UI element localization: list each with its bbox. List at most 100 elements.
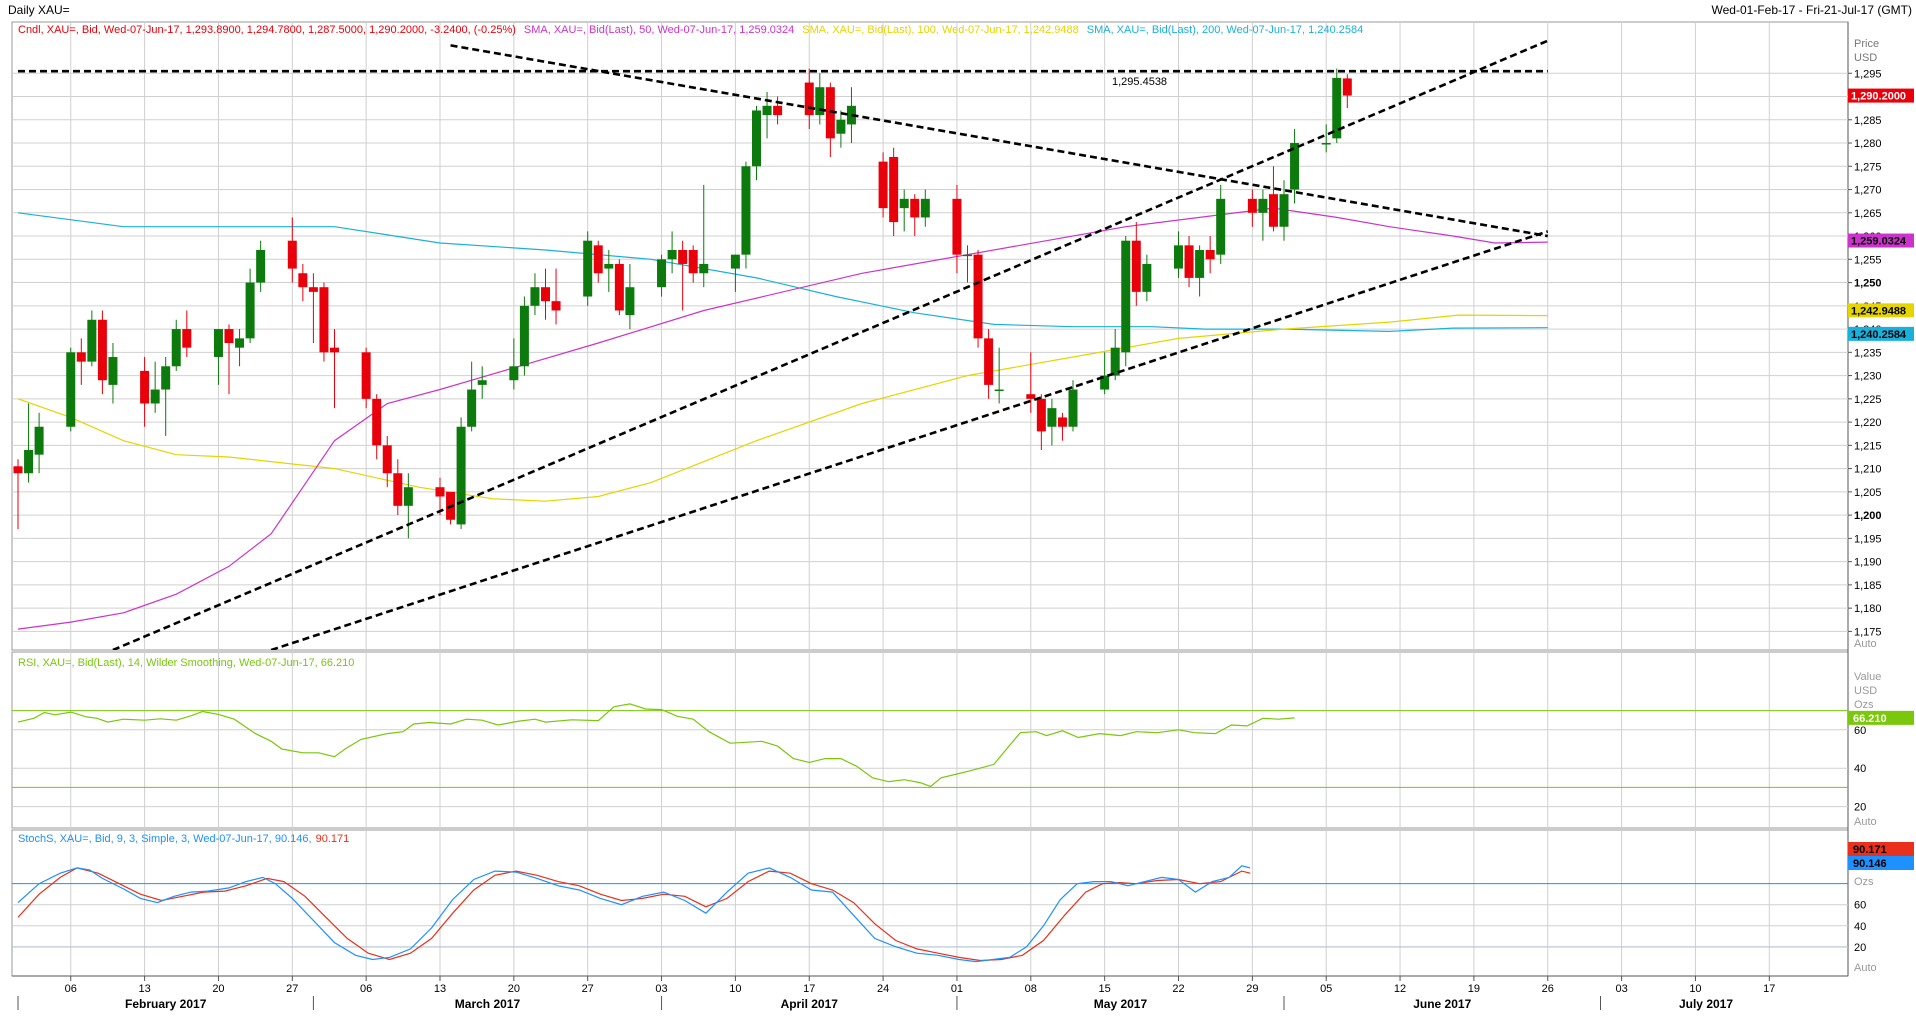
candle-body [1047,408,1057,427]
candle-body [87,319,97,362]
x-tick-label: 03 [655,983,667,995]
last-value-label: 1,242.9488 [1851,305,1906,317]
candle-body [1342,78,1352,96]
candle-body [1279,194,1289,227]
x-tick-label: 20 [508,983,520,995]
candle-body [678,250,688,264]
candle-body [224,329,234,344]
candle-body [456,426,466,525]
stoch-tick-label: 60 [1854,900,1866,912]
x-axis: 06 13 20 27 06 13 20 27 03 10 17 24 01 08 15 22 29 05 12 19… [12,975,1848,1011]
candle-body [952,198,962,255]
rsi-panel-frame [11,651,1849,829]
candle-body [372,398,382,446]
x-tick-label: 01 [951,983,963,995]
price-axis-title: Price [1854,38,1879,50]
price-tick-label: 1,255 [1854,254,1882,266]
candle-body [1131,240,1141,292]
candle-body [688,250,698,274]
price-tick-label: 1,220 [1854,417,1882,429]
candle-body [762,105,772,116]
price-auto-label: Auto [1854,638,1877,650]
price-tick-label: 1,195 [1854,533,1882,545]
candle-body [97,319,107,381]
rsi-axis-title: USD [1854,685,1877,697]
legend-entry: SMA, XAU=, Bid(Last), 50, Wed-07-Jun-17,… [524,24,794,36]
price-panel-frame [11,21,1849,651]
candle-body [1332,77,1342,139]
chart-header: Daily XAU= Wed-01-Feb-17 - Fri-21-Jul-17… [0,0,1916,20]
candle-body [1216,198,1226,255]
last-value-label: 1,290.2000 [1851,91,1906,103]
candle-body [76,352,86,362]
candle-body [298,273,308,288]
candle-body [1174,245,1183,269]
candle-body [773,105,783,116]
rsi-tick-label: 40 [1854,763,1866,775]
candle-body [1268,194,1278,227]
x-tick-label: 17 [803,983,815,995]
legend-entry: Cndl, XAU=, Bid, Wed-07-Jun-17, 1,293.89… [18,24,516,36]
last-value-box [1848,303,1914,318]
month-label: February 2017 [125,997,207,1011]
stoch-tick-label: 20 [1854,942,1866,954]
x-tick-label: 10 [1689,983,1701,995]
candle-body [846,105,856,125]
price-tick-label: 1,215 [1854,440,1882,452]
month-label: June 2017 [1413,997,1471,1011]
candle-body [34,426,44,455]
stoch-last-label: 90.146 [1853,858,1887,870]
candle-body [973,254,983,339]
x-tick-label: 10 [729,983,741,995]
candle-body [1290,143,1300,190]
rsi-last-box [1848,710,1914,725]
last-value-box [1848,326,1914,341]
candle-body [1026,394,1036,399]
price-tick-label: 1,285 [1854,115,1882,127]
vertical-grid [70,22,1770,976]
candle-body [836,119,846,134]
candle-body [140,370,150,404]
month-label: April 2017 [781,997,839,1011]
candle-body [910,198,920,218]
x-tick-label: 06 [360,983,372,995]
price-tick-label: 1,190 [1854,557,1882,569]
candle-body [530,287,540,306]
chart-title: Daily XAU= [8,3,70,17]
candle-body [825,87,835,139]
price-tick-label: 1,275 [1854,161,1882,173]
x-tick-label: 17 [1763,983,1775,995]
sma100-line [17,314,1548,502]
candle-body [984,338,994,385]
candle-body [435,487,445,497]
month-label: May 2017 [1094,997,1148,1011]
candles [13,68,1352,539]
stoch-auto-label: Auto [1854,962,1877,974]
candle-body [66,352,76,427]
last-value-box [1848,233,1914,248]
candle-body [287,240,297,269]
price-tick-label: 1,200 [1854,510,1882,522]
x-tick-label: 08 [1025,983,1037,995]
trendline-middle-ascending [112,39,1549,650]
legend-entry: SMA, XAU=, Bid(Last), 100, Wed-07-Jun-17… [802,24,1078,36]
candle-body [815,87,825,116]
candle-body [509,366,519,381]
candle-body [1110,347,1120,376]
trendline-lower-ascending [270,230,1549,650]
candle-body [889,156,899,223]
price-legend: Cndl, XAU=, Bid, Wed-07-Jun-17, 1,293.89… [18,24,1363,36]
price-tick-label: 1,205 [1854,487,1882,499]
candle-body [551,301,561,311]
last-value-label: 1,240.2584 [1851,329,1907,341]
candle-body [963,254,972,257]
candle-body [614,263,624,311]
price-tick-label: 1,175 [1854,626,1882,638]
candle-body [1184,245,1194,278]
price-tick-label: 1,235 [1854,347,1882,359]
candle-body [1057,417,1067,427]
stoch-last-label: 90.171 [1853,844,1887,856]
candle-body [403,487,413,506]
month-label: July 2017 [1679,997,1733,1011]
